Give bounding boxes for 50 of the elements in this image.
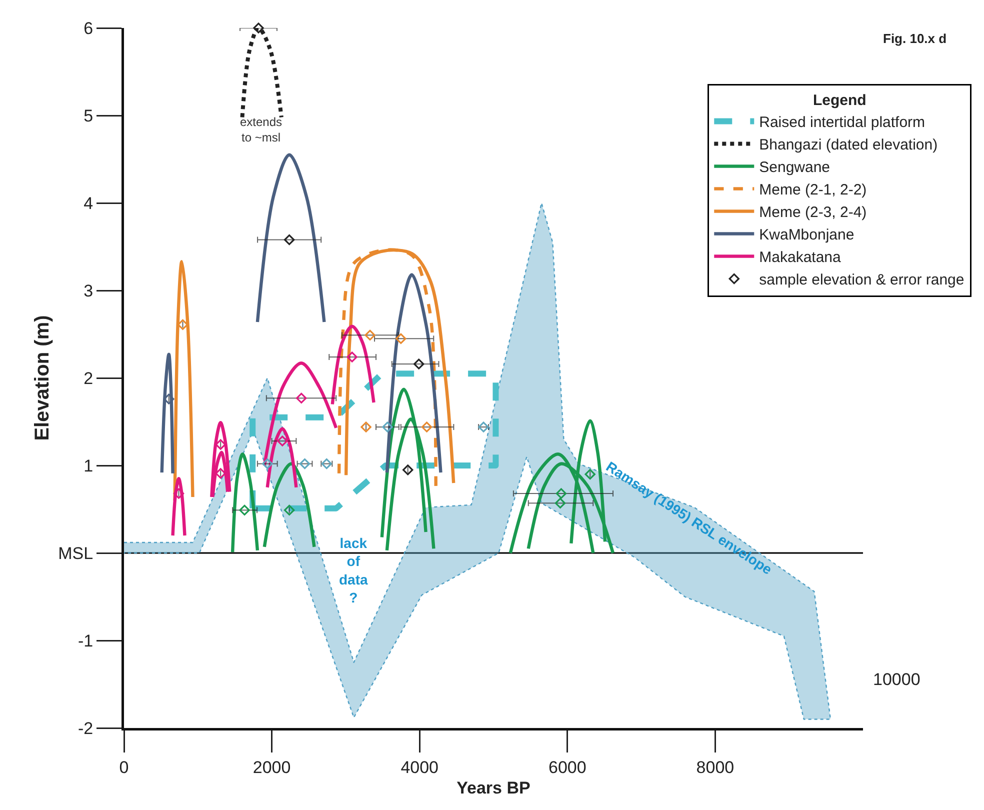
point bbox=[346, 352, 358, 362]
point bbox=[296, 392, 307, 404]
point bbox=[396, 333, 406, 344]
y-tick-label: 3 bbox=[84, 281, 94, 300]
point bbox=[584, 468, 596, 480]
legend-label: Sengwane bbox=[759, 159, 830, 176]
point bbox=[239, 504, 250, 516]
legend-label: Bhangazi (dated elevation) bbox=[759, 136, 938, 154]
point bbox=[414, 358, 424, 370]
text: 10000 bbox=[873, 670, 920, 689]
point bbox=[284, 504, 295, 516]
y-tick-label: MSL bbox=[58, 544, 94, 563]
y-tick-label: -1 bbox=[78, 631, 94, 650]
point bbox=[556, 488, 567, 499]
caption: Fig. 10.x d bbox=[883, 31, 947, 46]
point bbox=[215, 439, 226, 450]
point bbox=[215, 468, 226, 479]
point bbox=[262, 458, 273, 470]
y-tick-label: 6 bbox=[84, 18, 94, 38]
point bbox=[402, 464, 414, 476]
annotation: extends to ~msl bbox=[240, 115, 282, 145]
x-tick-label: 0 bbox=[119, 758, 129, 777]
legend-label: Meme (2-1, 2-2) bbox=[759, 182, 867, 199]
point bbox=[284, 234, 295, 246]
x-axis-title: Years BP bbox=[456, 778, 530, 798]
legend-label: Makakatana bbox=[759, 249, 842, 266]
legend-label: Meme (2-3, 2-4) bbox=[759, 204, 867, 222]
y-tick-label: 5 bbox=[84, 106, 94, 126]
y-tick-label: 2 bbox=[84, 368, 94, 388]
legend-title: Legend bbox=[812, 92, 866, 109]
y-tick-label: 1 bbox=[84, 456, 94, 476]
y-tick-label: -2 bbox=[78, 718, 94, 738]
x-tick-label: 4000 bbox=[400, 758, 439, 777]
point bbox=[360, 422, 372, 432]
y-axis-title: Elevation (m) bbox=[31, 315, 54, 441]
point bbox=[364, 330, 376, 340]
x-tick-label: 8000 bbox=[696, 758, 734, 777]
x-tick-label: 2000 bbox=[252, 758, 291, 777]
legend-label: KwaMbonjane bbox=[759, 226, 854, 244]
point bbox=[277, 436, 288, 446]
x-tick-label: 6000 bbox=[548, 758, 586, 777]
legend-label: Raised intertidal platform bbox=[759, 114, 926, 132]
point bbox=[299, 458, 310, 470]
point bbox=[253, 22, 264, 34]
legend-label: sample elevation & error range bbox=[759, 272, 964, 289]
point bbox=[421, 422, 432, 432]
y-tick-label: 4 bbox=[84, 194, 94, 213]
annotation: lack of data ? bbox=[339, 535, 368, 606]
point bbox=[554, 498, 566, 508]
point bbox=[382, 422, 393, 432]
